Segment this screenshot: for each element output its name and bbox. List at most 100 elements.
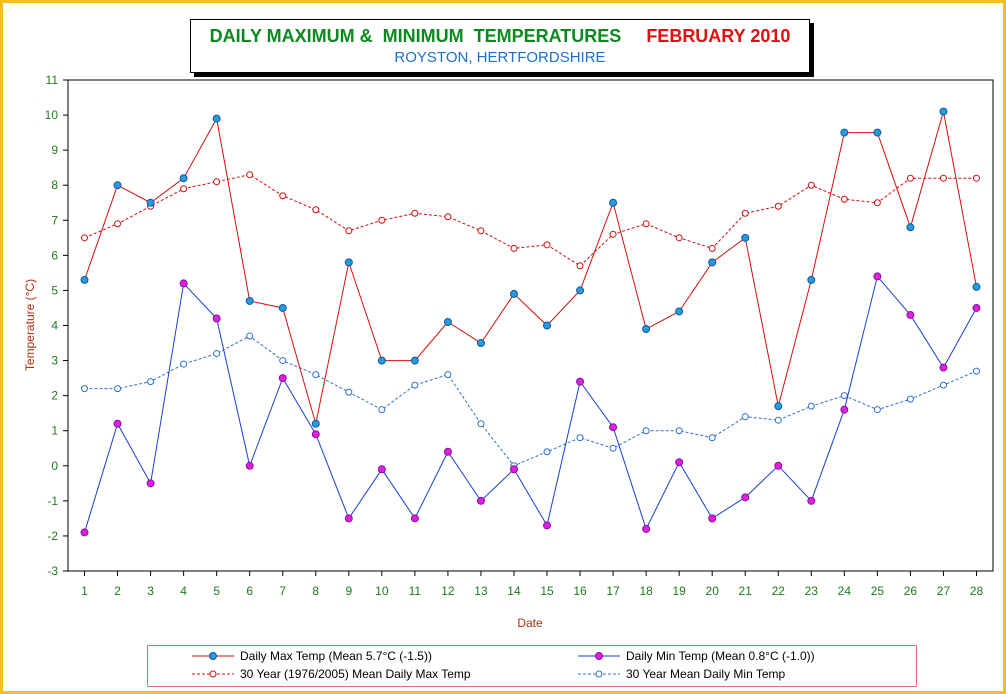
series-daily-max-point bbox=[906, 223, 915, 232]
x-tick-label: 14 bbox=[507, 584, 521, 598]
series-daily-max-point bbox=[939, 107, 948, 116]
x-tick-label: 3 bbox=[147, 584, 154, 598]
y-tick-label: 3 bbox=[51, 354, 58, 368]
legend-swatch-max bbox=[192, 652, 234, 660]
series-daily-min-point bbox=[840, 405, 849, 414]
series-daily-min-point bbox=[80, 528, 89, 537]
y-tick-label: 7 bbox=[51, 213, 58, 227]
series-mean-max-point bbox=[345, 227, 353, 235]
series-mean-max-point bbox=[477, 227, 485, 235]
x-tick-label: 25 bbox=[871, 584, 885, 598]
series-daily-max-point bbox=[377, 356, 386, 365]
series-daily-max-point bbox=[311, 419, 320, 428]
series-mean-max-point bbox=[642, 220, 650, 228]
chart-title-box: DAILY MAXIMUM & MINIMUM TEMPERATURES FEB… bbox=[190, 19, 810, 73]
series-daily-min-point bbox=[609, 423, 618, 432]
series-daily-min-point bbox=[939, 363, 948, 372]
series-daily-max-point bbox=[543, 321, 552, 330]
series-daily-min-point bbox=[476, 496, 485, 505]
series-mean-min-point bbox=[906, 395, 914, 403]
series-mean-min-line bbox=[84, 335, 977, 467]
series-mean-min-point bbox=[642, 427, 650, 435]
series-daily-max-point bbox=[278, 303, 287, 312]
series-mean-min-point bbox=[741, 413, 749, 421]
series-mean-min-point bbox=[147, 378, 155, 386]
series-daily-max-point bbox=[410, 356, 419, 365]
y-tick-label: 6 bbox=[51, 248, 58, 262]
legend-label-min: Daily Min Temp (Mean 0.8°C (-1.0)) bbox=[626, 649, 815, 663]
series-mean-max-point bbox=[873, 199, 881, 207]
series-mean-min-point bbox=[378, 406, 386, 414]
series-daily-min-point bbox=[344, 514, 353, 523]
plot-area bbox=[67, 79, 994, 572]
y-tick-label: -2 bbox=[47, 529, 58, 543]
series-daily-min-point bbox=[146, 479, 155, 488]
series-mean-max-line bbox=[84, 174, 977, 267]
x-tick-label: 23 bbox=[805, 584, 819, 598]
series-daily-max-point bbox=[443, 317, 452, 326]
series-mean-min-point bbox=[246, 332, 254, 340]
series-mean-min-point bbox=[873, 406, 881, 414]
series-mean-min-point bbox=[840, 392, 848, 400]
series-mean-min-point bbox=[675, 427, 683, 435]
x-tick-label: 20 bbox=[706, 584, 720, 598]
chart-title-line: DAILY MAXIMUM & MINIMUM TEMPERATURES FEB… bbox=[191, 26, 809, 47]
series-daily-max bbox=[80, 107, 981, 428]
series-mean-max-point bbox=[972, 174, 980, 182]
series-mean-max-point bbox=[675, 234, 683, 242]
series-daily-min-point bbox=[708, 514, 717, 523]
x-tick-label: 5 bbox=[213, 584, 220, 598]
x-tick-label: 7 bbox=[279, 584, 286, 598]
series-mean-min-point bbox=[81, 385, 89, 393]
chart-subtitle: ROYSTON, HERTFORDSHIRE bbox=[394, 49, 606, 66]
series-daily-max-point bbox=[708, 258, 717, 267]
series-daily-max-point bbox=[576, 286, 585, 295]
series-mean-min bbox=[81, 332, 980, 470]
x-tick-label: 19 bbox=[672, 584, 686, 598]
series-daily-min-point bbox=[543, 521, 552, 530]
series-mean-min-point bbox=[411, 381, 419, 389]
legend: Daily Max Temp (Mean 5.7°C (-1.5)) Daily… bbox=[147, 645, 917, 687]
series-daily-max-point bbox=[113, 181, 122, 190]
legend-swatch-mean-max bbox=[192, 670, 234, 678]
series-mean-max-point bbox=[840, 195, 848, 203]
legend-label-max: Daily Max Temp (Mean 5.7°C (-1.5)) bbox=[240, 649, 432, 663]
series-daily-max-point bbox=[344, 258, 353, 267]
series-daily-max-point bbox=[873, 128, 882, 137]
y-tick-label: 0 bbox=[51, 459, 58, 473]
series-mean-max bbox=[81, 171, 980, 270]
series-mean-max-point bbox=[543, 241, 551, 249]
legend-label-mean-max: 30 Year (1976/2005) Mean Daily Max Temp bbox=[240, 667, 471, 681]
series-mean-max-point bbox=[312, 206, 320, 214]
legend-swatch-min bbox=[578, 652, 620, 660]
series-mean-max-point bbox=[906, 174, 914, 182]
series-mean-min-point bbox=[444, 371, 452, 379]
series-daily-min-point bbox=[642, 524, 651, 533]
legend-entry-max: Daily Max Temp (Mean 5.7°C (-1.5)) bbox=[192, 649, 432, 663]
x-tick-label: 17 bbox=[606, 584, 620, 598]
series-daily-max-point bbox=[212, 114, 221, 123]
y-tick-label: 8 bbox=[51, 178, 58, 192]
chart-title-month: FEBRUARY 2010 bbox=[646, 26, 791, 46]
series-mean-min-point bbox=[279, 357, 287, 365]
series-daily-min-point bbox=[377, 465, 386, 474]
series-daily-min-point bbox=[576, 377, 585, 386]
series-layer bbox=[80, 107, 981, 537]
series-mean-max-point bbox=[741, 209, 749, 217]
series-daily-max-point bbox=[807, 275, 816, 284]
series-daily-min-point bbox=[906, 310, 915, 319]
series-daily-min-point bbox=[741, 493, 750, 502]
x-tick-label: 24 bbox=[838, 584, 852, 598]
x-tick-label: 15 bbox=[540, 584, 554, 598]
series-mean-max-point bbox=[939, 174, 947, 182]
x-tick-label: 27 bbox=[937, 584, 951, 598]
series-mean-min-point bbox=[939, 381, 947, 389]
series-daily-min-point bbox=[774, 461, 783, 470]
series-mean-min-point bbox=[312, 371, 320, 379]
series-daily-min-point bbox=[509, 465, 518, 474]
x-tick-label: 1 bbox=[81, 584, 88, 598]
legend-entry-min: Daily Min Temp (Mean 0.8°C (-1.0)) bbox=[578, 649, 815, 663]
series-mean-min-point bbox=[609, 444, 617, 452]
series-mean-max-point bbox=[411, 209, 419, 217]
